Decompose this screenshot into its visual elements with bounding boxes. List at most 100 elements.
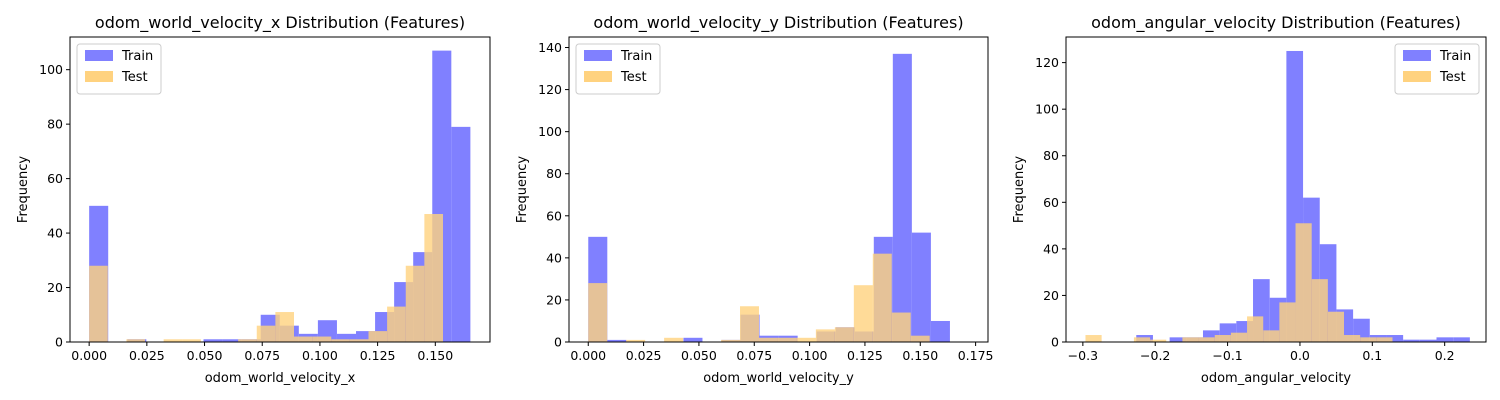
x-tick-label: 0.025 (129, 348, 165, 363)
chart-title: odom_world_velocity_x Distribution (Feat… (95, 13, 465, 33)
test-bar (1230, 332, 1248, 342)
x-tick-label: 0.2 (1435, 348, 1455, 363)
y-tick-label: 0 (1051, 335, 1059, 350)
x-tick-label: 0.175 (958, 348, 994, 363)
train-bar (1436, 337, 1454, 342)
train-bar (1419, 339, 1437, 342)
legend: Train Test (575, 43, 661, 95)
legend-label-test: Test (1439, 70, 1466, 85)
legend-swatch-test (584, 71, 612, 82)
legend-label-train: Train (121, 49, 153, 64)
train-bar (1386, 335, 1404, 342)
y-tick-label: 80 (546, 166, 562, 181)
test-bar (740, 306, 759, 342)
y-tick-label: 0 (554, 335, 562, 350)
test-bar (387, 306, 406, 342)
train-bar (1202, 330, 1220, 342)
y-tick-label: 20 (546, 292, 562, 307)
test-bar (1327, 311, 1345, 342)
x-tick-label: −0.2 (1140, 348, 1170, 363)
y-tick-label: 100 (1035, 102, 1059, 117)
test-bar (275, 312, 294, 342)
axes-frame (69, 36, 491, 343)
y-tick-label: 40 (47, 226, 63, 241)
test-bar (238, 339, 257, 342)
test-bar (1182, 337, 1199, 342)
x-axis-label: odom_world_velocity_y (703, 371, 854, 386)
legend-swatch-train (1403, 50, 1431, 61)
legend: Train Test (1394, 43, 1480, 95)
test-bar (1133, 337, 1151, 342)
x-tick-label: −0.3 (1068, 348, 1098, 363)
test-bar (331, 339, 350, 342)
chart-panel-1: 0.000 0.025 0.050 0.075 0.100 0.125 0.150 0 20 40… (16, 13, 491, 386)
legend-swatch-test (85, 71, 113, 82)
test-bar (1247, 316, 1264, 342)
y-tick-label: 120 (1035, 55, 1059, 70)
x-tick-label: 0.075 (736, 348, 772, 363)
y-tick-label: 100 (39, 62, 63, 77)
x-axis-label: odom_world_velocity_x (205, 371, 356, 386)
train-bar (911, 232, 931, 342)
train-bar (930, 320, 950, 342)
test-bar (872, 253, 892, 342)
test-bar (891, 312, 911, 342)
test-bar (796, 337, 816, 342)
test-bar (1214, 335, 1231, 342)
test-bar (424, 214, 443, 342)
series-test (1085, 223, 1393, 342)
train-bar (222, 339, 242, 342)
x-tick-label: 0.025 (626, 348, 662, 363)
train-bar (451, 126, 471, 343)
chart-panel-3: −0.3 −0.2 −0.1 0.0 0.1 0.2 0 20 40 60 80 100 120 odom… (1012, 13, 1487, 386)
test-bar (777, 337, 797, 342)
test-bar (815, 329, 835, 342)
axes-frame (568, 36, 989, 343)
y-axis-label: Frequency (515, 156, 530, 223)
x-tick-label: 0.150 (902, 348, 938, 363)
x-tick-label: 0.1 (1362, 348, 1382, 363)
test-bar (1311, 279, 1328, 342)
legend-label-train: Train (620, 49, 652, 64)
x-tick-label: 0.050 (187, 348, 223, 363)
y-tick-label: 80 (1043, 148, 1059, 163)
test-bar (1198, 337, 1215, 342)
y-tick-label: 40 (1043, 241, 1059, 256)
test-bar (588, 283, 608, 342)
test-bar (89, 265, 108, 342)
test-bar (256, 325, 276, 342)
x-tick-label: −0.1 (1212, 348, 1242, 363)
test-bar (1360, 337, 1377, 342)
y-tick-label: 60 (1043, 195, 1059, 210)
legend-swatch-train (584, 50, 612, 61)
chart-title: odom_angular_velocity Distribution (Feat… (1091, 13, 1461, 33)
x-tick-label: 0.125 (360, 348, 396, 363)
y-tick-label: 140 (538, 40, 562, 55)
x-tick-label: 0.000 (71, 348, 107, 363)
test-bar (910, 335, 930, 342)
chart-panel-2: 0.000 0.025 0.050 0.075 0.100 0.125 0.150 0.175… (515, 13, 994, 386)
x-tick-label: 0.075 (244, 348, 280, 363)
train-bar (1403, 339, 1420, 342)
test-bar (126, 339, 146, 342)
legend-label-test: Test (121, 70, 148, 85)
y-tick-label: 60 (546, 208, 562, 223)
test-bar (626, 339, 646, 342)
y-tick-label: 100 (538, 124, 562, 139)
x-tick-label: 0.050 (681, 348, 717, 363)
test-bar (1344, 335, 1361, 342)
y-tick-label: 80 (47, 117, 63, 132)
test-bar (1295, 223, 1312, 342)
y-tick-label: 20 (1043, 288, 1059, 303)
test-bar (1085, 335, 1102, 342)
series-test (588, 253, 930, 342)
train-bar (1169, 337, 1187, 342)
train-bar (1453, 337, 1470, 342)
train-bar (203, 339, 223, 342)
y-axis-label: Frequency (1012, 156, 1027, 223)
x-tick-label: 0.000 (570, 348, 606, 363)
legend-label-test: Test (620, 70, 647, 85)
test-bar (1150, 339, 1167, 342)
test-bar (312, 336, 332, 342)
